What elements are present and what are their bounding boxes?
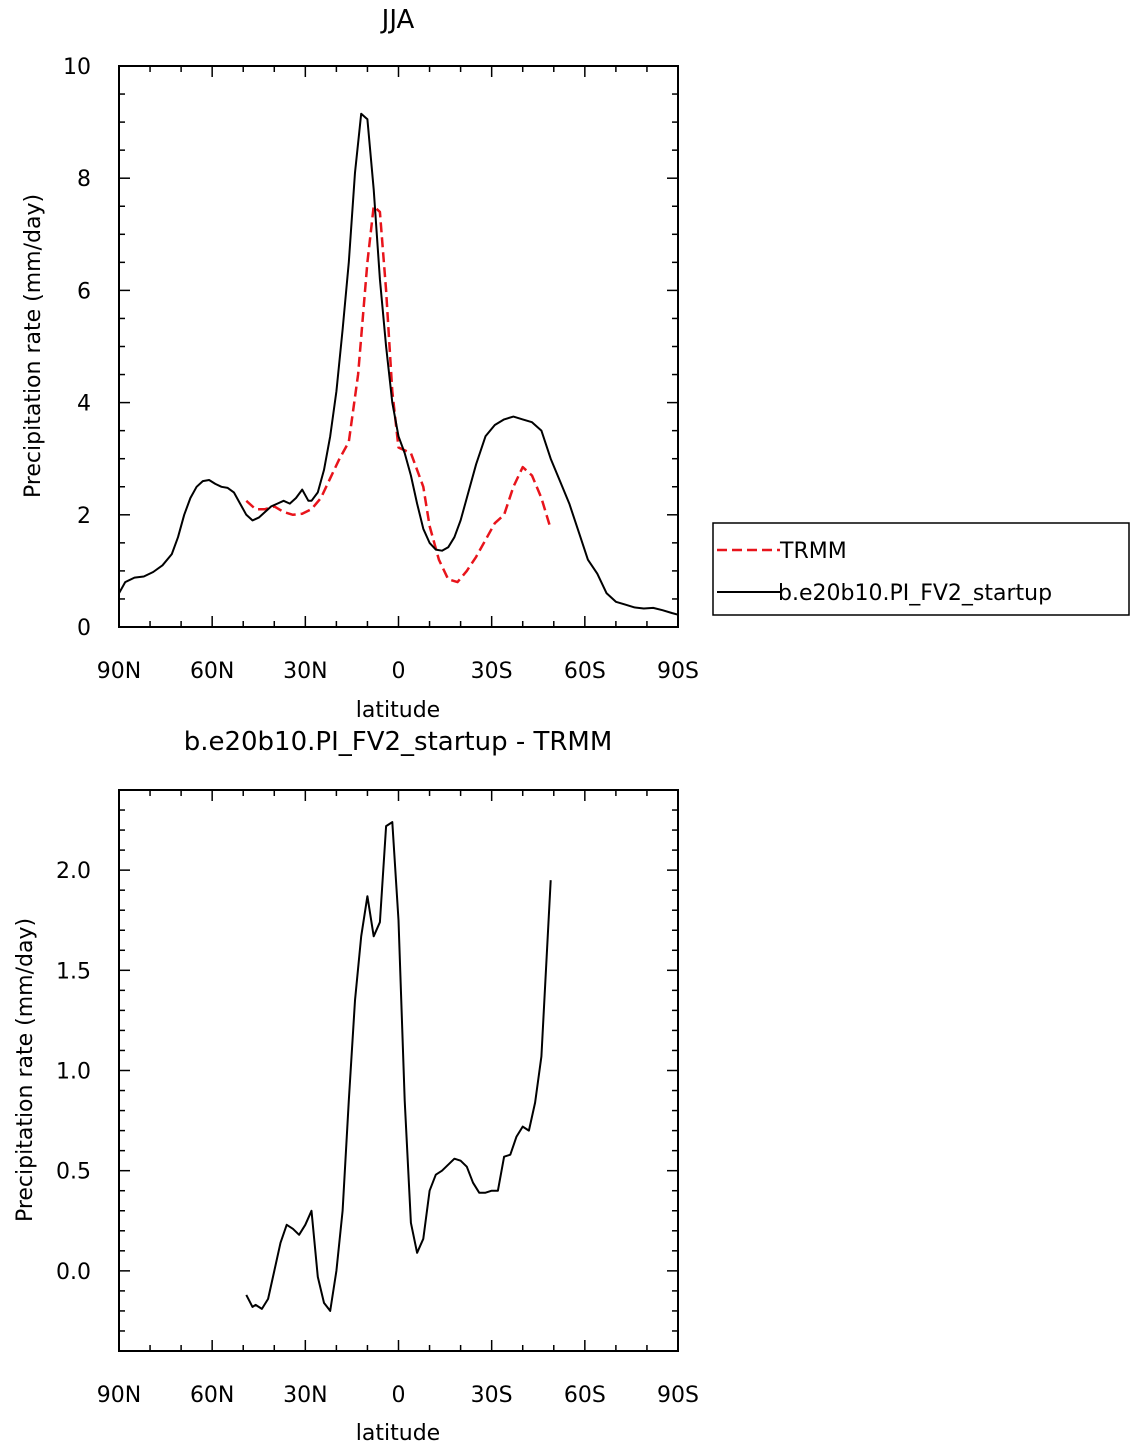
y-tick-label: 4 [77, 392, 91, 417]
y-tick-label: 10 [63, 55, 91, 80]
series-line-difference [245, 821, 552, 1312]
x-tick-label: 60S [564, 1383, 606, 1408]
y-tick-label: 2.0 [56, 859, 91, 884]
x-tick-label: 0 [392, 659, 406, 684]
y-axis-label: Precipitation rate (mm/day) [21, 194, 46, 498]
y-tick-label: 6 [77, 279, 91, 304]
x-tick-label: 60S [564, 659, 606, 684]
x-tick-label: 60N [190, 659, 234, 684]
x-tick-label: 0 [392, 1383, 406, 1408]
x-tick-label: 30S [471, 659, 513, 684]
x-tick-labels: 90N 60N 30N 0 30S 60S 90S [97, 659, 699, 684]
x-tick-labels: 90N 60N 30N 0 30S 60S 90S [97, 1383, 699, 1408]
y-tick-labels: 0 2 4 6 8 10 [63, 55, 91, 641]
tick-marks [118, 789, 679, 1352]
y-tick-label: 1.0 [56, 1060, 91, 1085]
tick-marks [118, 65, 679, 628]
x-tick-label: 30N [283, 1383, 327, 1408]
x-axis-label: latitude [356, 698, 440, 723]
x-tick-label: 30S [471, 1383, 513, 1408]
series-group [245, 821, 552, 1312]
legend-label-trmm: TRMM [779, 539, 847, 564]
x-tick-label: 60N [190, 1383, 234, 1408]
y-tick-labels: 0.0 0.5 1.0 1.5 2.0 [56, 859, 91, 1285]
x-tick-label: 90N [97, 659, 141, 684]
x-tick-label: 90S [657, 1383, 699, 1408]
panel-title: JJA [380, 5, 415, 35]
legend-label-model: b.e20b10.PI_FV2_startup [778, 581, 1052, 606]
panel-title: b.e20b10.PI_FV2_startup - TRMM [184, 727, 613, 757]
x-axis-label: latitude [356, 1421, 440, 1446]
y-tick-label: 8 [77, 167, 91, 192]
y-axis-label: Precipitation rate (mm/day) [13, 918, 38, 1222]
series-line-b-e20b10-pi-fv2-startup [118, 112, 679, 616]
y-tick-label: 0.0 [56, 1260, 91, 1285]
plot-frame [118, 789, 679, 1352]
x-tick-label: 90N [97, 1383, 141, 1408]
y-tick-label: 2 [77, 504, 91, 529]
x-tick-label: 90S [657, 659, 699, 684]
legend: TRMM b.e20b10.PI_FV2_startup [712, 522, 1130, 616]
y-tick-label: 0 [77, 616, 91, 641]
legend-box [712, 522, 1130, 616]
plot-frame [118, 65, 679, 628]
y-tick-label: 1.5 [56, 959, 91, 984]
zonal-mean-panel: JJA 90N 60N 30N 0 30S 60S 90S 0 2 4 6 8 10 latitude… [21, 5, 699, 723]
x-tick-label: 30N [283, 659, 327, 684]
series-group [118, 112, 679, 616]
series-line-trmm [245, 205, 552, 584]
difference-panel: b.e20b10.PI_FV2_startup - TRMM 90N 60N 30N… [13, 727, 699, 1446]
y-tick-label: 0.5 [56, 1160, 91, 1185]
